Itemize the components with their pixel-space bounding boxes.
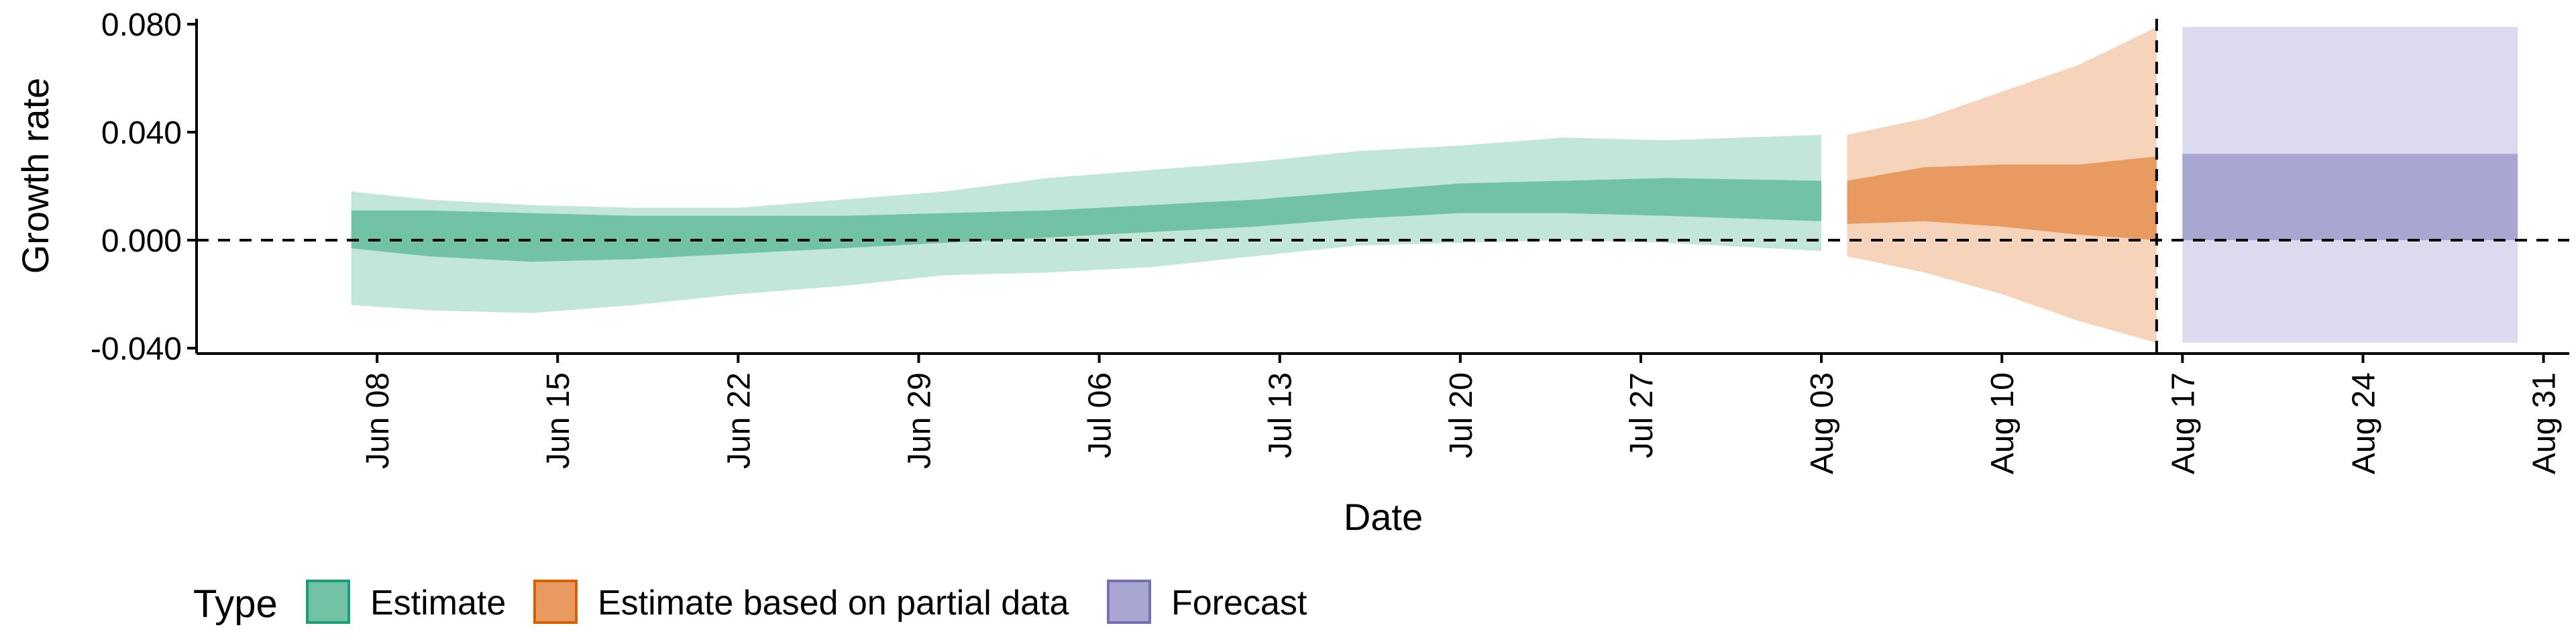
x-tick-label: Jul 06 [1083,372,1118,458]
y-tick-label: -0.040 [91,331,182,367]
y-axis-title: Growth rate [14,78,56,274]
legend-title: Type [193,582,278,626]
legend-key-1 [307,581,349,623]
x-tick-label: Jul 13 [1263,372,1299,458]
y-tick-label: 0.000 [101,223,182,259]
x-tick-label: Jun 29 [902,372,938,469]
x-tick-label: Aug 10 [1985,372,2021,474]
x-tick-label: Jul 27 [1624,372,1660,458]
legend-key-2 [535,581,576,623]
y-ticks: 0.080 0.040 0.000 -0.040 [91,7,197,367]
x-tick-label: Jun 15 [541,372,576,469]
legend-label-1: Estimate [370,584,506,623]
x-tick-label: Jun 08 [360,372,396,469]
x-ticks: Jun 08 Jun 15 Jun 22 Jun 29 Jul 06 Jul 13 Jul … [360,354,2563,474]
x-tick-label: Jul 20 [1444,372,1479,458]
y-tick-label: 0.080 [101,7,182,43]
plot-area [352,27,2518,343]
y-tick-label: 0.040 [101,115,182,151]
x-axis-title: Date [1344,496,1423,538]
legend-key-3 [1108,581,1150,623]
x-tick-label: Aug 03 [1805,372,1840,474]
legend: Type Estimate Estimate based on partial d… [193,581,1307,626]
x-tick-label: Aug 17 [2165,372,2201,474]
legend-label-2: Estimate based on partial data [598,584,1069,623]
x-tick-label: Jun 22 [721,372,757,469]
x-tick-label: Aug 31 [2527,372,2563,474]
legend-label-3: Forecast [1171,584,1307,623]
x-tick-label: Aug 24 [2346,372,2381,474]
forecast-inner-band [2182,154,2518,240]
